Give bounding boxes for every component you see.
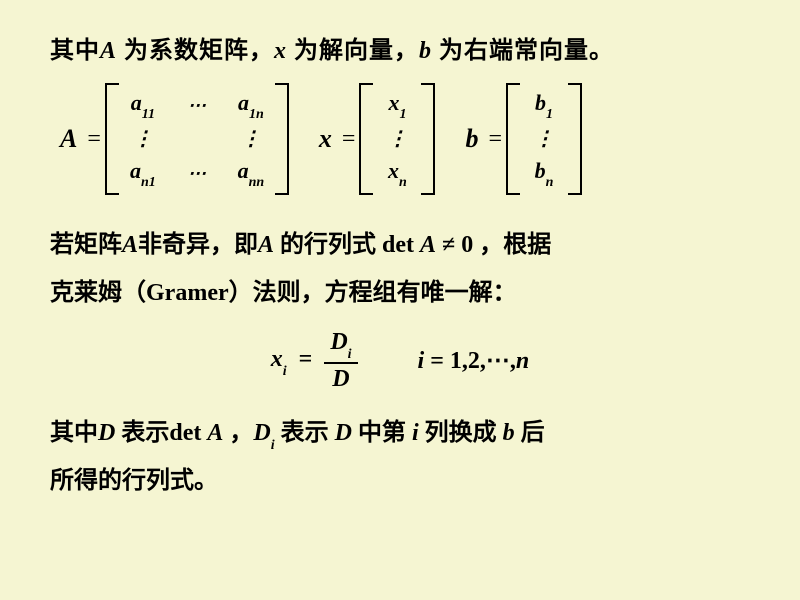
text: ，根据 (473, 232, 551, 258)
eq-sign: = (424, 348, 450, 374)
frac-bar (324, 362, 357, 364)
vdots: ⋮ (235, 132, 267, 146)
label-b: b (465, 124, 478, 154)
var-D: D (335, 420, 352, 446)
text: 其中 (50, 420, 98, 446)
bracket-right (568, 83, 582, 195)
matrix-row: x1 (381, 89, 413, 121)
text: 为系数矩阵， (117, 38, 274, 64)
var-i: i (406, 420, 425, 446)
var-n: n (516, 348, 529, 374)
matrix-x: x = x1 ⋮ xn (319, 83, 436, 195)
text: 中第 (352, 420, 406, 446)
bracket-left (105, 83, 119, 195)
eq-sign: = (488, 126, 502, 153)
gramer: Gramer (146, 280, 229, 306)
text: 列换成 (425, 420, 503, 446)
text: 为解向量， (287, 38, 419, 64)
vdots: ⋮ (127, 132, 159, 146)
matrix-body: x1 ⋮ xn (373, 83, 421, 195)
bracket-right (421, 83, 435, 195)
var-D: D (98, 420, 115, 446)
matrix-row: b1 (528, 89, 560, 121)
fraction: Di D (324, 329, 357, 393)
var-A: A (420, 232, 436, 258)
cdots: ⋯ (181, 163, 213, 184)
text: 为右端常向量。 (432, 38, 614, 64)
text: 后 (515, 420, 545, 446)
cramer-statement: 若矩阵A非奇异，即A 的行列式 det A ≠ 0 ，根据 克莱姆（Gramer… (50, 221, 750, 317)
matrix-row: ⋮ (381, 123, 413, 155)
denominator: D (326, 366, 355, 393)
intro-line: 其中A 为系数矩阵，x 为解向量，b 为右端常向量。 (50, 30, 750, 65)
matrix-body: a11 ⋯ a1n ⋮ ⋮ an1 ⋯ ann (119, 83, 275, 195)
text: 非奇异，即 (138, 232, 258, 258)
cell: bn (528, 158, 560, 188)
text: ）法则，方程组有唯一解： (229, 280, 517, 306)
label-x: x (319, 124, 332, 154)
text: 所得的行列式。 (50, 468, 218, 494)
text: 表示 (115, 420, 169, 446)
var-A: A (207, 420, 223, 446)
cell: xn (381, 158, 413, 188)
slide: 其中A 为系数矩阵，x 为解向量，b 为右端常向量。 A = a11 ⋯ a1n… (0, 0, 800, 525)
matrix-row: ⋮ (528, 123, 560, 155)
matrix-row: bn (528, 157, 560, 189)
cdots: ⋯ (181, 95, 213, 116)
cell: a11 (127, 90, 159, 120)
range: 1,2,⋯, (450, 348, 516, 374)
text: 的行列式 (274, 232, 382, 258)
eq-sign: = (299, 346, 313, 372)
vdots: ⋮ (528, 132, 560, 146)
matrix-A: A = a11 ⋯ a1n ⋮ ⋮ an1 ⋯ ann (60, 83, 289, 195)
var-b: b (419, 38, 432, 64)
vdots: ⋮ (381, 132, 413, 146)
neq: ≠ 0 (436, 232, 473, 258)
var-A: A (122, 232, 138, 258)
text: ， (223, 420, 253, 446)
cell: ann (235, 158, 267, 188)
var-A: A (100, 38, 117, 64)
matrix-row: xn (381, 157, 413, 189)
formula-lhs: xi = Di D (271, 329, 358, 393)
label-A: A (60, 124, 77, 154)
cell: a1n (235, 90, 267, 120)
matrix-body: b1 ⋮ bn (520, 83, 568, 195)
cramer-formula: xi = Di D i = 1,2,⋯,n (50, 329, 750, 393)
matrix-b: b = b1 ⋮ bn (465, 83, 582, 195)
cell: an1 (127, 158, 159, 188)
bracket-left (506, 83, 520, 195)
var-b: b (503, 420, 515, 446)
text: 其中 (50, 38, 100, 64)
cell: b1 (528, 90, 560, 120)
x-i: xi (271, 346, 287, 372)
var-Di: Di (253, 420, 274, 446)
cell: x1 (381, 90, 413, 120)
eq-sign: = (87, 126, 101, 153)
det: det (169, 420, 207, 446)
var-x: x (274, 38, 287, 64)
matrix-row: a11 ⋯ a1n (127, 89, 267, 121)
matrices-row: A = a11 ⋯ a1n ⋮ ⋮ an1 ⋯ ann (60, 83, 750, 195)
text: 表示 (275, 420, 335, 446)
eq-sign: = (342, 126, 356, 153)
bracket-left (359, 83, 373, 195)
formula-range: i = 1,2,⋯,n (418, 346, 530, 375)
matrix-row: an1 ⋯ ann (127, 157, 267, 189)
bracket-right (275, 83, 289, 195)
det: det (382, 232, 420, 258)
explanation: 其中D 表示det A ，Di 表示 D 中第 i 列换成 b 后 所得的行列式… (50, 409, 750, 505)
matrix-row: ⋮ ⋮ (127, 123, 267, 155)
text: 若矩阵 (50, 232, 122, 258)
text: 克莱姆（ (50, 280, 146, 306)
var-A: A (258, 232, 274, 258)
numerator: Di (324, 329, 357, 360)
